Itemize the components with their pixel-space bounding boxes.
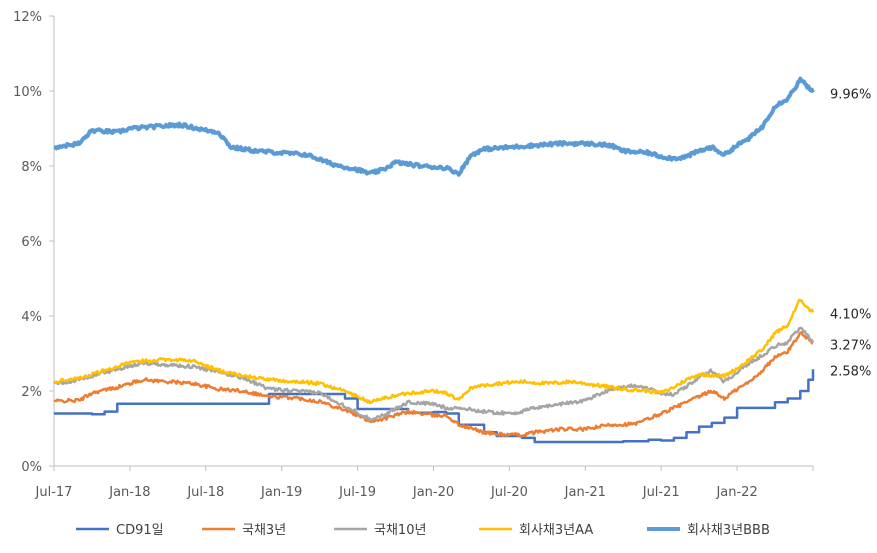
x-tick-label: Jul-17 [35, 485, 73, 500]
x-tick-label: Jul-21 [642, 485, 680, 500]
end-value-label: 2.58% [830, 364, 871, 379]
x-tick-label: Jan-18 [108, 485, 150, 500]
legend-item: 국채3년 [202, 523, 286, 538]
series-line [53, 298, 815, 405]
legend-item: 회사채3년AA [479, 523, 593, 538]
x-tick-label: Jul-20 [490, 485, 528, 500]
x-tick-label: Jan-22 [715, 485, 757, 500]
y-axis [49, 15, 55, 467]
y-tick-label: 10% [13, 85, 42, 100]
x-tick-labels: Jul-17 Jan-18 Jul-18 Jan-19 Jul-19 Jan-20 Jul-… [35, 485, 758, 500]
end-value-label: 9.96% [830, 88, 871, 103]
y-tick-labels: 0% 2% 4% 6% 8% 10% 12% [13, 10, 42, 475]
legend-label: CD91일 [116, 523, 164, 538]
x-tick-label: Jan-19 [260, 485, 302, 500]
series-line [54, 369, 815, 444]
end-value-label: 3.27% [830, 338, 871, 353]
legend-label: 회사채3년AA [519, 523, 593, 538]
y-tick-label: 0% [21, 460, 42, 475]
legend-label: 국채3년 [242, 523, 286, 538]
x-tick-label: Jul-19 [338, 485, 376, 500]
series-line [53, 326, 815, 422]
series-line [53, 76, 815, 177]
legend-item: 회사채3년BBB [647, 523, 770, 538]
x-tick-label: Jul-18 [186, 485, 224, 500]
legend-item: 국채10년 [334, 523, 426, 538]
legend: CD91일 국채3년 국채10년 회사채3년AA 회사채3년BBB [76, 523, 770, 538]
x-axis [53, 465, 814, 471]
y-tick-label: 2% [21, 385, 42, 400]
x-tick-label: Jan-20 [412, 485, 454, 500]
end-value-labels: 9.96% 4.10% 3.27% 2.58% [830, 88, 871, 380]
series-line [53, 331, 814, 438]
legend-label: 국채10년 [374, 523, 426, 538]
legend-label: 회사채3년BBB [687, 523, 770, 538]
y-tick-label: 6% [21, 235, 42, 250]
y-tick-label: 4% [21, 310, 42, 325]
y-tick-label: 8% [21, 160, 42, 175]
y-tick-label: 12% [13, 10, 42, 25]
legend-item: CD91일 [76, 523, 164, 538]
series-lines [53, 76, 815, 444]
x-tick-label: Jan-21 [564, 485, 606, 500]
end-value-label: 4.10% [830, 307, 871, 322]
